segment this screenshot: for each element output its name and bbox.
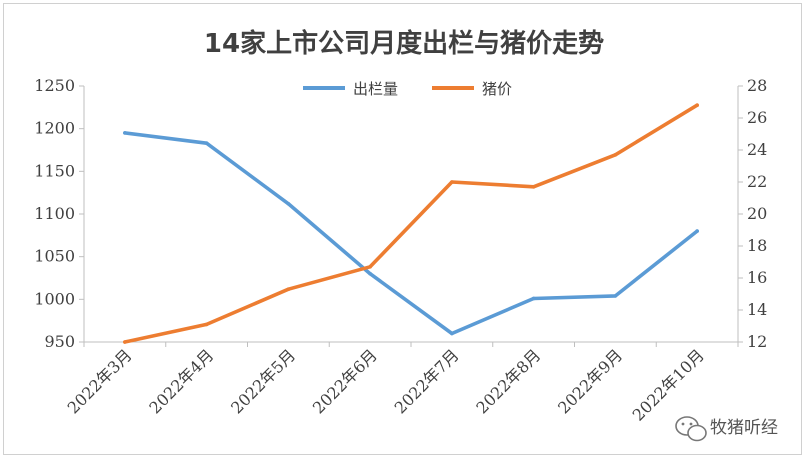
legend-label-outbound: 出栏量 [353,80,398,98]
y-right-tick-label: 26 [747,108,767,127]
y-right-tick-label: 12 [747,332,767,351]
data-point [368,265,372,269]
x-tick-label: 2022年8月 [472,345,544,417]
data-point [204,322,209,327]
data-point [123,131,127,135]
y-right-tick-label: 20 [747,204,767,223]
wechat-icon [675,416,707,442]
watermark: 牧猪听经 [675,416,778,442]
y-right-tick-label: 14 [747,300,767,319]
data-point [695,103,699,107]
watermark-text: 牧猪听经 [710,418,778,438]
x-tick-label: 2022年6月 [309,345,381,417]
data-point [286,287,291,292]
x-tick-label: 2022年3月 [64,345,136,417]
y-right-tick-label: 22 [747,172,767,191]
data-point [531,185,536,189]
y-left-tick-label: 1250 [34,76,75,95]
x-tick-label: 2022年9月 [554,345,626,417]
data-point [613,294,618,298]
x-tick-label: 2022年10月 [629,345,708,424]
y-left-tick-label: 950 [44,332,75,351]
series-line-pig-price [123,103,699,344]
y-right-tick-label: 28 [747,76,767,95]
y-right-tick-label: 18 [747,236,767,255]
data-point [695,229,699,233]
chart-frame [3,3,802,455]
y-right-tick-label: 16 [747,268,767,287]
series-line-outbound [123,131,699,336]
legend: 出栏量 猪价 [303,80,512,98]
data-point [286,201,291,206]
x-tick-label: 2022年5月 [227,345,299,417]
y-left-tick-label: 1000 [34,289,75,308]
data-point [368,271,372,276]
y-right-tick-label: 24 [747,140,767,159]
data-point [204,141,209,145]
data-point [123,340,127,344]
data-point [613,153,618,157]
data-point [450,180,454,184]
series-layer [123,103,699,344]
legend-label-pig-price: 猪价 [482,80,512,98]
y-left-tick-label: 1100 [34,204,75,223]
data-point [450,331,454,336]
chart-title: 14家上市公司月度出栏与猪价走势 [204,28,604,59]
y-left-tick-label: 1050 [34,247,75,266]
x-tick-label: 2022年7月 [391,345,463,417]
x-tick-label: 2022年4月 [145,345,217,417]
data-point [531,296,536,301]
y-left-tick-label: 1150 [34,161,75,180]
y-left-tick-label: 1200 [34,119,75,138]
